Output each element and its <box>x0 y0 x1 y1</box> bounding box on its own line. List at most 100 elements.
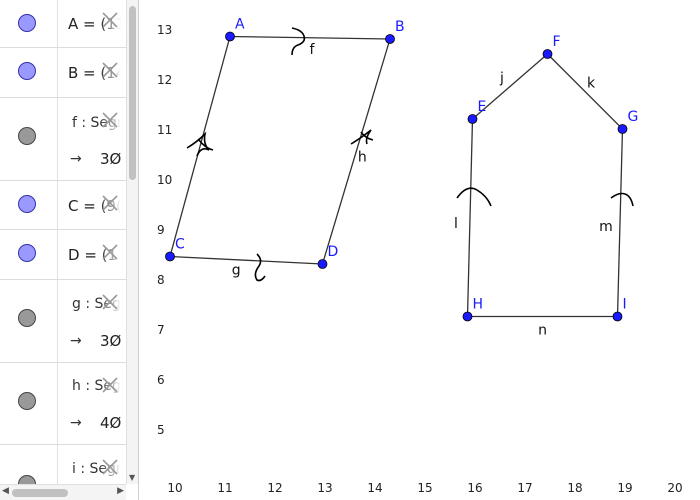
segment-f-value[interactable]: 3Ø <box>100 150 122 168</box>
segment-h[interactable] <box>321 38 391 265</box>
row-separator <box>57 0 58 47</box>
y-tick-label: 10 <box>157 173 172 187</box>
point-label-b: B <box>395 19 405 35</box>
visibility-toggle-a[interactable] <box>18 14 36 32</box>
scroll-right-arrow-icon[interactable]: ▶ <box>117 486 124 496</box>
arrow-icon: → <box>70 415 82 431</box>
x-tick-label: 14 <box>367 481 382 495</box>
tick-mark-m <box>610 192 634 207</box>
x-tick-label: 20 <box>667 481 682 495</box>
algebra-row-point-a[interactable]: A = (11 <box>0 0 126 48</box>
x-tick-label: 11 <box>217 481 232 495</box>
algebra-row-segment-i[interactable]: i : Segm <box>0 445 130 500</box>
horizontal-scroll-thumb[interactable] <box>12 489 68 497</box>
point-e[interactable] <box>467 114 478 124</box>
scroll-down-arrow-icon[interactable]: ▼ <box>129 473 136 482</box>
algebra-row-point-b[interactable]: B = (14 <box>0 48 126 98</box>
x-tick-label: 12 <box>267 481 282 495</box>
visibility-toggle-d[interactable] <box>18 244 36 262</box>
scroll-left-arrow-icon[interactable]: ◀ <box>2 486 9 496</box>
point-label-h: H <box>473 297 484 313</box>
text-fade <box>100 290 126 316</box>
segment-g[interactable] <box>169 255 323 265</box>
x-tick-label: 17 <box>517 481 532 495</box>
arrow-icon: → <box>70 151 82 167</box>
text-fade <box>100 455 126 481</box>
delete-icon[interactable] <box>100 242 120 262</box>
algebra-row-segment-g[interactable]: g : Segm → 3Ø <box>0 280 135 363</box>
visibility-toggle-f[interactable] <box>18 127 36 145</box>
point-b[interactable] <box>385 34 395 44</box>
y-tick-label: 7 <box>157 323 165 337</box>
text-fade <box>100 238 126 268</box>
tick-mark-h <box>350 129 374 145</box>
points: A B C D E F G H I <box>165 17 638 322</box>
point-c[interactable] <box>165 251 175 262</box>
delete-icon[interactable] <box>100 292 120 312</box>
delete-icon[interactable] <box>100 193 120 213</box>
segment-f[interactable] <box>229 35 391 40</box>
segment-j[interactable] <box>472 53 548 120</box>
algebra-row-point-c[interactable]: C = (9( <box>0 181 126 230</box>
delete-icon[interactable] <box>100 375 120 395</box>
segment-label-l: l <box>454 216 458 232</box>
point-h[interactable] <box>462 311 473 322</box>
point-g[interactable] <box>617 124 628 134</box>
y-tick-label: 8 <box>157 273 165 287</box>
graphics-view[interactable]: 5 6 7 8 9 10 11 12 13 10 11 12 13 14 15 16 17 18 19 20 f h g… <box>139 0 700 500</box>
segment-label-j: j <box>499 71 504 87</box>
tick-mark-ac <box>186 131 214 157</box>
point-label-d: D <box>328 244 339 260</box>
text-fade <box>100 108 126 134</box>
segment-h-value[interactable]: 4Ø <box>100 414 122 432</box>
point-d[interactable] <box>317 259 328 269</box>
algebra-vertical-scrollbar[interactable]: ▼ <box>126 0 138 484</box>
visibility-toggle-h[interactable] <box>18 392 36 410</box>
segment-l[interactable] <box>466 118 474 317</box>
segment-m[interactable] <box>616 128 624 317</box>
text-fade <box>100 189 126 219</box>
segments <box>169 35 624 318</box>
visibility-toggle-c[interactable] <box>18 195 36 213</box>
row-separator <box>57 445 58 500</box>
y-tick-label: 9 <box>157 223 165 237</box>
x-tick-label: 15 <box>417 481 432 495</box>
algebra-row-segment-f[interactable]: f : Segm → 3Ø <box>0 98 131 181</box>
point-f[interactable] <box>542 49 553 59</box>
y-tick-label: 6 <box>157 373 165 387</box>
visibility-toggle-g[interactable] <box>18 309 36 327</box>
algebra-view: A = (11 B = (14 f : Segm → 3Ø C = (9( D … <box>0 0 139 500</box>
arrow-icon: → <box>70 333 82 349</box>
delete-icon[interactable] <box>100 60 120 80</box>
x-tick-label: 16 <box>467 481 482 495</box>
delete-icon[interactable] <box>100 110 120 130</box>
point-label-c: C <box>175 237 185 253</box>
vertical-scroll-thumb[interactable] <box>129 6 136 180</box>
segment-label-m: m <box>599 219 613 235</box>
point-i[interactable] <box>612 311 623 322</box>
point-label-i: I <box>623 297 627 313</box>
algebra-row-point-d[interactable]: D = (1 <box>0 230 126 280</box>
visibility-toggle-b[interactable] <box>18 62 36 80</box>
row-separator <box>57 280 58 362</box>
x-tick-label: 10 <box>167 481 182 495</box>
point-label-e: E <box>478 99 487 115</box>
delete-icon[interactable] <box>100 457 120 477</box>
algebra-horizontal-scrollbar[interactable]: ◀ ▶ <box>0 484 126 500</box>
segment-k[interactable] <box>547 53 623 130</box>
delete-icon[interactable] <box>100 10 120 30</box>
text-fade <box>100 373 126 399</box>
tick-mark-f <box>291 27 306 56</box>
text-fade <box>100 56 126 86</box>
y-tick-label: 13 <box>157 23 172 37</box>
segment-ac[interactable] <box>169 36 231 257</box>
algebra-row-segment-h[interactable]: h : Segm → 4Ø <box>0 363 135 445</box>
x-tick-label: 18 <box>567 481 582 495</box>
point-a[interactable] <box>225 31 235 42</box>
tick-mark-g <box>254 253 266 282</box>
row-separator <box>57 181 58 229</box>
y-axis-tick-labels: 5 6 7 8 9 10 11 12 13 <box>157 23 172 437</box>
segment-g-value[interactable]: 3Ø <box>100 332 122 350</box>
row-separator <box>57 230 58 279</box>
point-label-f: F <box>553 34 561 50</box>
